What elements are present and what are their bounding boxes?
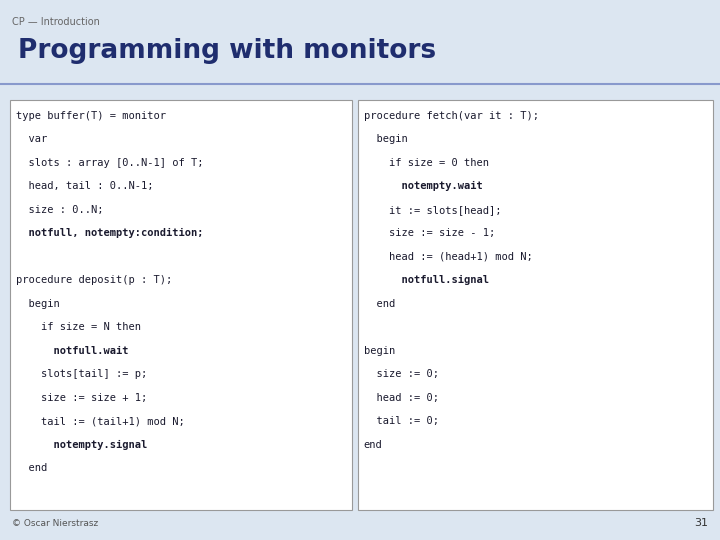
Text: tail := 0;: tail := 0;	[364, 416, 438, 426]
Text: size := size - 1;: size := size - 1;	[364, 228, 495, 238]
Text: end: end	[16, 463, 47, 473]
Text: end: end	[364, 299, 395, 309]
Text: © Oscar Nierstrasz: © Oscar Nierstrasz	[12, 519, 98, 528]
FancyBboxPatch shape	[358, 100, 713, 510]
Text: head := (head+1) mod N;: head := (head+1) mod N;	[364, 252, 532, 262]
Text: it := slots[head];: it := slots[head];	[364, 205, 501, 215]
Text: notempty.signal: notempty.signal	[16, 440, 147, 450]
Text: slots[tail] := p;: slots[tail] := p;	[16, 369, 147, 379]
Text: begin: begin	[364, 346, 395, 356]
Text: type buffer(T) = monitor: type buffer(T) = monitor	[16, 111, 166, 121]
Text: tail := (tail+1) mod N;: tail := (tail+1) mod N;	[16, 416, 184, 426]
Text: begin: begin	[16, 299, 60, 309]
Text: head, tail : 0..N-1;: head, tail : 0..N-1;	[16, 181, 153, 191]
Text: if size = 0 then: if size = 0 then	[364, 158, 489, 168]
FancyBboxPatch shape	[10, 100, 352, 510]
Text: var: var	[16, 134, 47, 144]
Text: size := size + 1;: size := size + 1;	[16, 393, 147, 403]
Text: notfull, notempty:condition;: notfull, notempty:condition;	[16, 228, 203, 238]
Text: if size = N then: if size = N then	[16, 322, 141, 332]
Text: notfull.signal: notfull.signal	[364, 275, 489, 285]
Text: end: end	[364, 440, 382, 450]
Text: procedure deposit(p : T);: procedure deposit(p : T);	[16, 275, 172, 285]
Text: notfull.wait: notfull.wait	[16, 346, 128, 356]
Text: Programming with monitors: Programming with monitors	[18, 38, 436, 64]
Text: 31: 31	[695, 518, 708, 528]
Text: size : 0..N;: size : 0..N;	[16, 205, 104, 215]
Text: procedure fetch(var it : T);: procedure fetch(var it : T);	[364, 111, 539, 121]
Text: slots : array [0..N-1] of T;: slots : array [0..N-1] of T;	[16, 158, 203, 168]
Text: size := 0;: size := 0;	[364, 369, 438, 379]
Text: head := 0;: head := 0;	[364, 393, 438, 403]
Text: notempty.wait: notempty.wait	[364, 181, 482, 191]
Text: begin: begin	[364, 134, 408, 144]
Text: CP — Introduction: CP — Introduction	[12, 17, 99, 28]
